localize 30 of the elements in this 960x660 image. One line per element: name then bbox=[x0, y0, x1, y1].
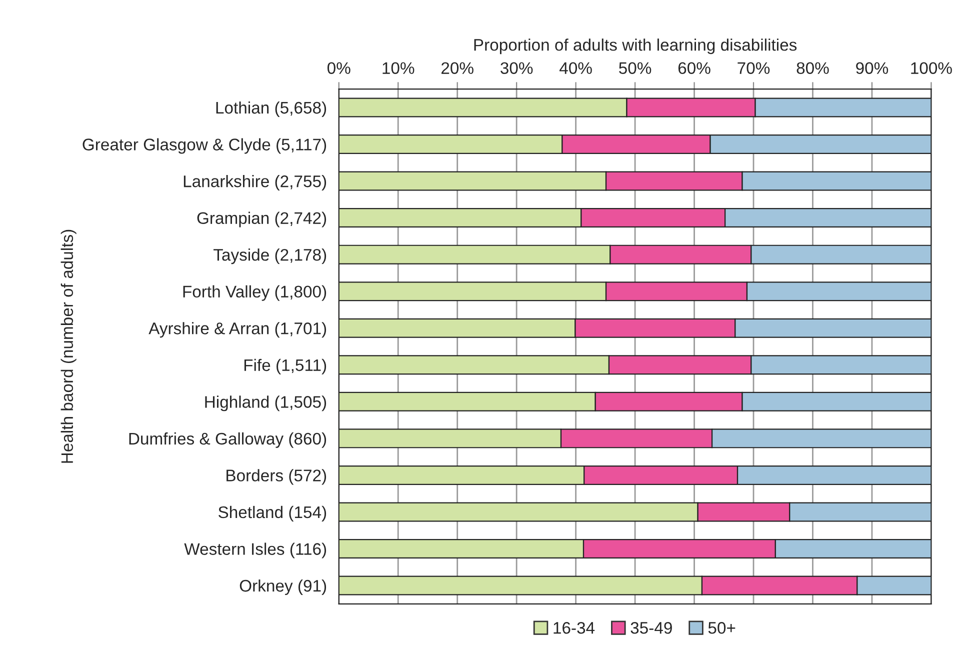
legend-label: 35-49 bbox=[630, 622, 672, 634]
y-tick-label: Shetland (154) bbox=[218, 506, 326, 522]
y-tick-label: Highland (1,505) bbox=[205, 396, 326, 412]
y-tick-label: Lanarkshire (2,755) bbox=[184, 174, 326, 191]
y-tick-label: Dumfries & Galloway (860) bbox=[129, 432, 326, 448]
legend-label: 50+ bbox=[708, 622, 736, 634]
y-tick-label: Greater Glasgow & Clyde (5,117) bbox=[82, 138, 326, 154]
y-tick-label: Lothian (5,658) bbox=[216, 101, 326, 117]
y-tick-label: Orkney (91) bbox=[240, 579, 326, 596]
x-tick-label: 90% bbox=[856, 62, 888, 74]
y-tick-label: Western Isles (116) bbox=[184, 542, 326, 558]
y-axis-title: Health baord (number of adults) bbox=[60, 230, 76, 463]
y-tick-label: Forth Valley (1,800) bbox=[183, 285, 326, 301]
y-tick-label: Fife (1,511) bbox=[244, 358, 326, 374]
x-tick-label: 0% bbox=[327, 62, 350, 74]
x-tick-label: 40% bbox=[560, 62, 592, 74]
y-tick-label: Grampian (2,742) bbox=[197, 212, 326, 228]
x-tick-label: 70% bbox=[738, 62, 770, 74]
y-tick-label: Borders (572) bbox=[226, 469, 326, 485]
x-tick-label: 10% bbox=[382, 62, 414, 74]
x-tick-label: 50% bbox=[619, 62, 652, 74]
y-tick-label: Tayside (2,178) bbox=[214, 248, 326, 264]
y-tick-label: Ayrshire & Arran (1,701) bbox=[148, 322, 326, 338]
x-tick-label: 30% bbox=[500, 62, 533, 74]
x-axis-title: Proportion of adults with learning disabilities bbox=[474, 38, 797, 54]
x-tick-label: 80% bbox=[796, 62, 829, 74]
x-tick-label: 20% bbox=[442, 62, 474, 74]
legend-label: 16-34 bbox=[554, 622, 595, 634]
x-tick-label: 60% bbox=[678, 62, 710, 74]
x-tick-label: 100% bbox=[911, 62, 952, 74]
